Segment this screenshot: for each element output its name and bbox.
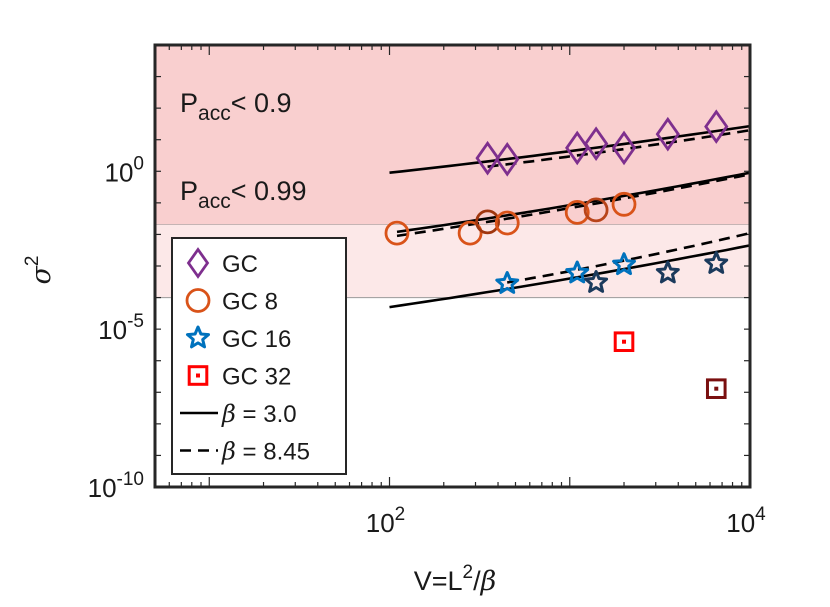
legend-marker-circle: [185, 288, 211, 313]
data-point-layer: [384, 109, 729, 399]
data-point-diamond: [583, 126, 609, 161]
x-tick-label: 102: [366, 504, 406, 538]
legend-entry: GC 32: [187, 364, 291, 391]
data-point-circle: [564, 199, 590, 225]
data-point-circle: [611, 191, 637, 217]
x-axis-label: V=L2/β: [414, 562, 497, 597]
fit-line-solid: [396, 171, 751, 234]
band-label: Pacc< 0.9: [180, 88, 292, 125]
data-point-diamond: [704, 109, 729, 144]
data-point-star: [655, 260, 680, 284]
legend-entry: GC 16: [186, 325, 291, 353]
data-point-diamond: [565, 130, 590, 166]
legend-label: GC 32: [222, 364, 291, 391]
legend: GC GC 8 GC 16 GC 32 β = 3.0 β = 8.45: [171, 237, 347, 475]
legend-marker-star: [186, 325, 210, 349]
legend-marker-square: [187, 365, 209, 386]
legend-label: GC: [222, 251, 258, 278]
data-point-star: [565, 260, 590, 284]
legend-label: GC 8: [222, 289, 278, 316]
legend-entry: GC 8: [185, 288, 278, 316]
data-point-square: [705, 378, 727, 399]
y-tick-label: 100: [105, 153, 145, 187]
data-point-circle: [457, 220, 483, 246]
legend-label: β = 3.0: [221, 400, 297, 428]
legend-marker-square-center: [196, 373, 200, 378]
fit-line-dashed: [506, 231, 751, 284]
data-point-star: [612, 252, 636, 276]
fit-line-solid: [389, 244, 751, 309]
data-point-circle: [583, 197, 609, 223]
y-tick-label: 10-5: [98, 311, 144, 345]
data-point-diamond: [655, 116, 680, 152]
data-point-square: [613, 331, 635, 353]
x-tick-label: 104: [726, 504, 766, 538]
plot-frame: [153, 43, 752, 489]
data-point-star: [704, 251, 729, 274]
band-label: Pacc< 0.99: [180, 176, 307, 213]
legend-label: β = 8.45: [221, 438, 310, 466]
band-region: [155, 45, 750, 225]
data-point-diamond: [475, 140, 500, 176]
data-point-circle: [475, 209, 500, 235]
data-point-square-center: [714, 386, 719, 391]
fit-line-dashed: [487, 128, 751, 168]
fit-line-dashed: [396, 173, 751, 238]
data-point-diamond: [611, 130, 637, 166]
data-point-square-center: [622, 339, 627, 344]
y-axis-label: σ2: [22, 255, 57, 284]
axis-tick-layer: 102 104 100 10-5 10-10: [88, 153, 767, 538]
data-point-circle: [494, 210, 520, 236]
legend-marker-diamond: [186, 247, 210, 279]
data-point-circle: [384, 220, 410, 246]
legend-entry: β = 3.0: [180, 400, 297, 428]
legend-box: [171, 237, 347, 475]
y-tick-label: 10-10: [88, 469, 144, 503]
legend-entry: β = 8.45: [180, 438, 310, 466]
axis-label-layer: V=L2/β σ2: [22, 255, 496, 597]
legend-label: GC 16: [222, 326, 291, 353]
data-point-star: [584, 270, 609, 293]
data-point-diamond: [495, 141, 520, 177]
data-point-star: [495, 271, 520, 294]
legend-entry: GC: [186, 247, 258, 279]
